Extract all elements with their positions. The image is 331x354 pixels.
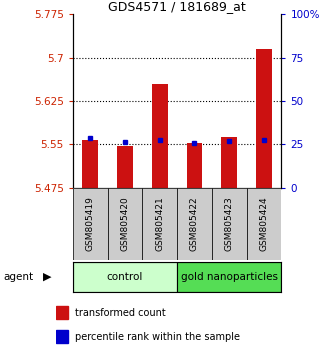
Text: GSM805419: GSM805419 [86, 196, 95, 251]
Bar [82, 139, 98, 188]
Text: agent: agent [3, 272, 33, 282]
Bar [152, 84, 167, 188]
Bar [117, 146, 133, 188]
Text: GSM805421: GSM805421 [155, 196, 164, 251]
Bar [73, 188, 108, 260]
Bar [177, 188, 212, 260]
Text: GSM805423: GSM805423 [225, 196, 234, 251]
Text: percentile rank within the sample: percentile rank within the sample [75, 332, 240, 342]
Bar [212, 188, 247, 260]
Bar [187, 143, 202, 188]
Bar [73, 262, 177, 292]
Text: GSM805424: GSM805424 [260, 196, 268, 251]
Text: GSM805422: GSM805422 [190, 196, 199, 251]
Bar [56, 307, 68, 319]
Text: control: control [107, 272, 143, 282]
Text: ▶: ▶ [43, 272, 52, 282]
Text: GSM805420: GSM805420 [120, 196, 129, 251]
Text: gold nanoparticles: gold nanoparticles [181, 272, 278, 282]
Text: transformed count: transformed count [75, 308, 166, 318]
Title: GDS4571 / 181689_at: GDS4571 / 181689_at [108, 0, 246, 13]
Bar [221, 137, 237, 188]
Bar [256, 49, 272, 188]
Bar [247, 188, 281, 260]
Bar [108, 188, 142, 260]
Bar [56, 330, 68, 343]
Bar [142, 188, 177, 260]
Bar [177, 262, 281, 292]
